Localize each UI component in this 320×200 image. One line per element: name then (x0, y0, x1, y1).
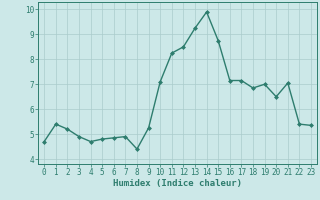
X-axis label: Humidex (Indice chaleur): Humidex (Indice chaleur) (113, 179, 242, 188)
